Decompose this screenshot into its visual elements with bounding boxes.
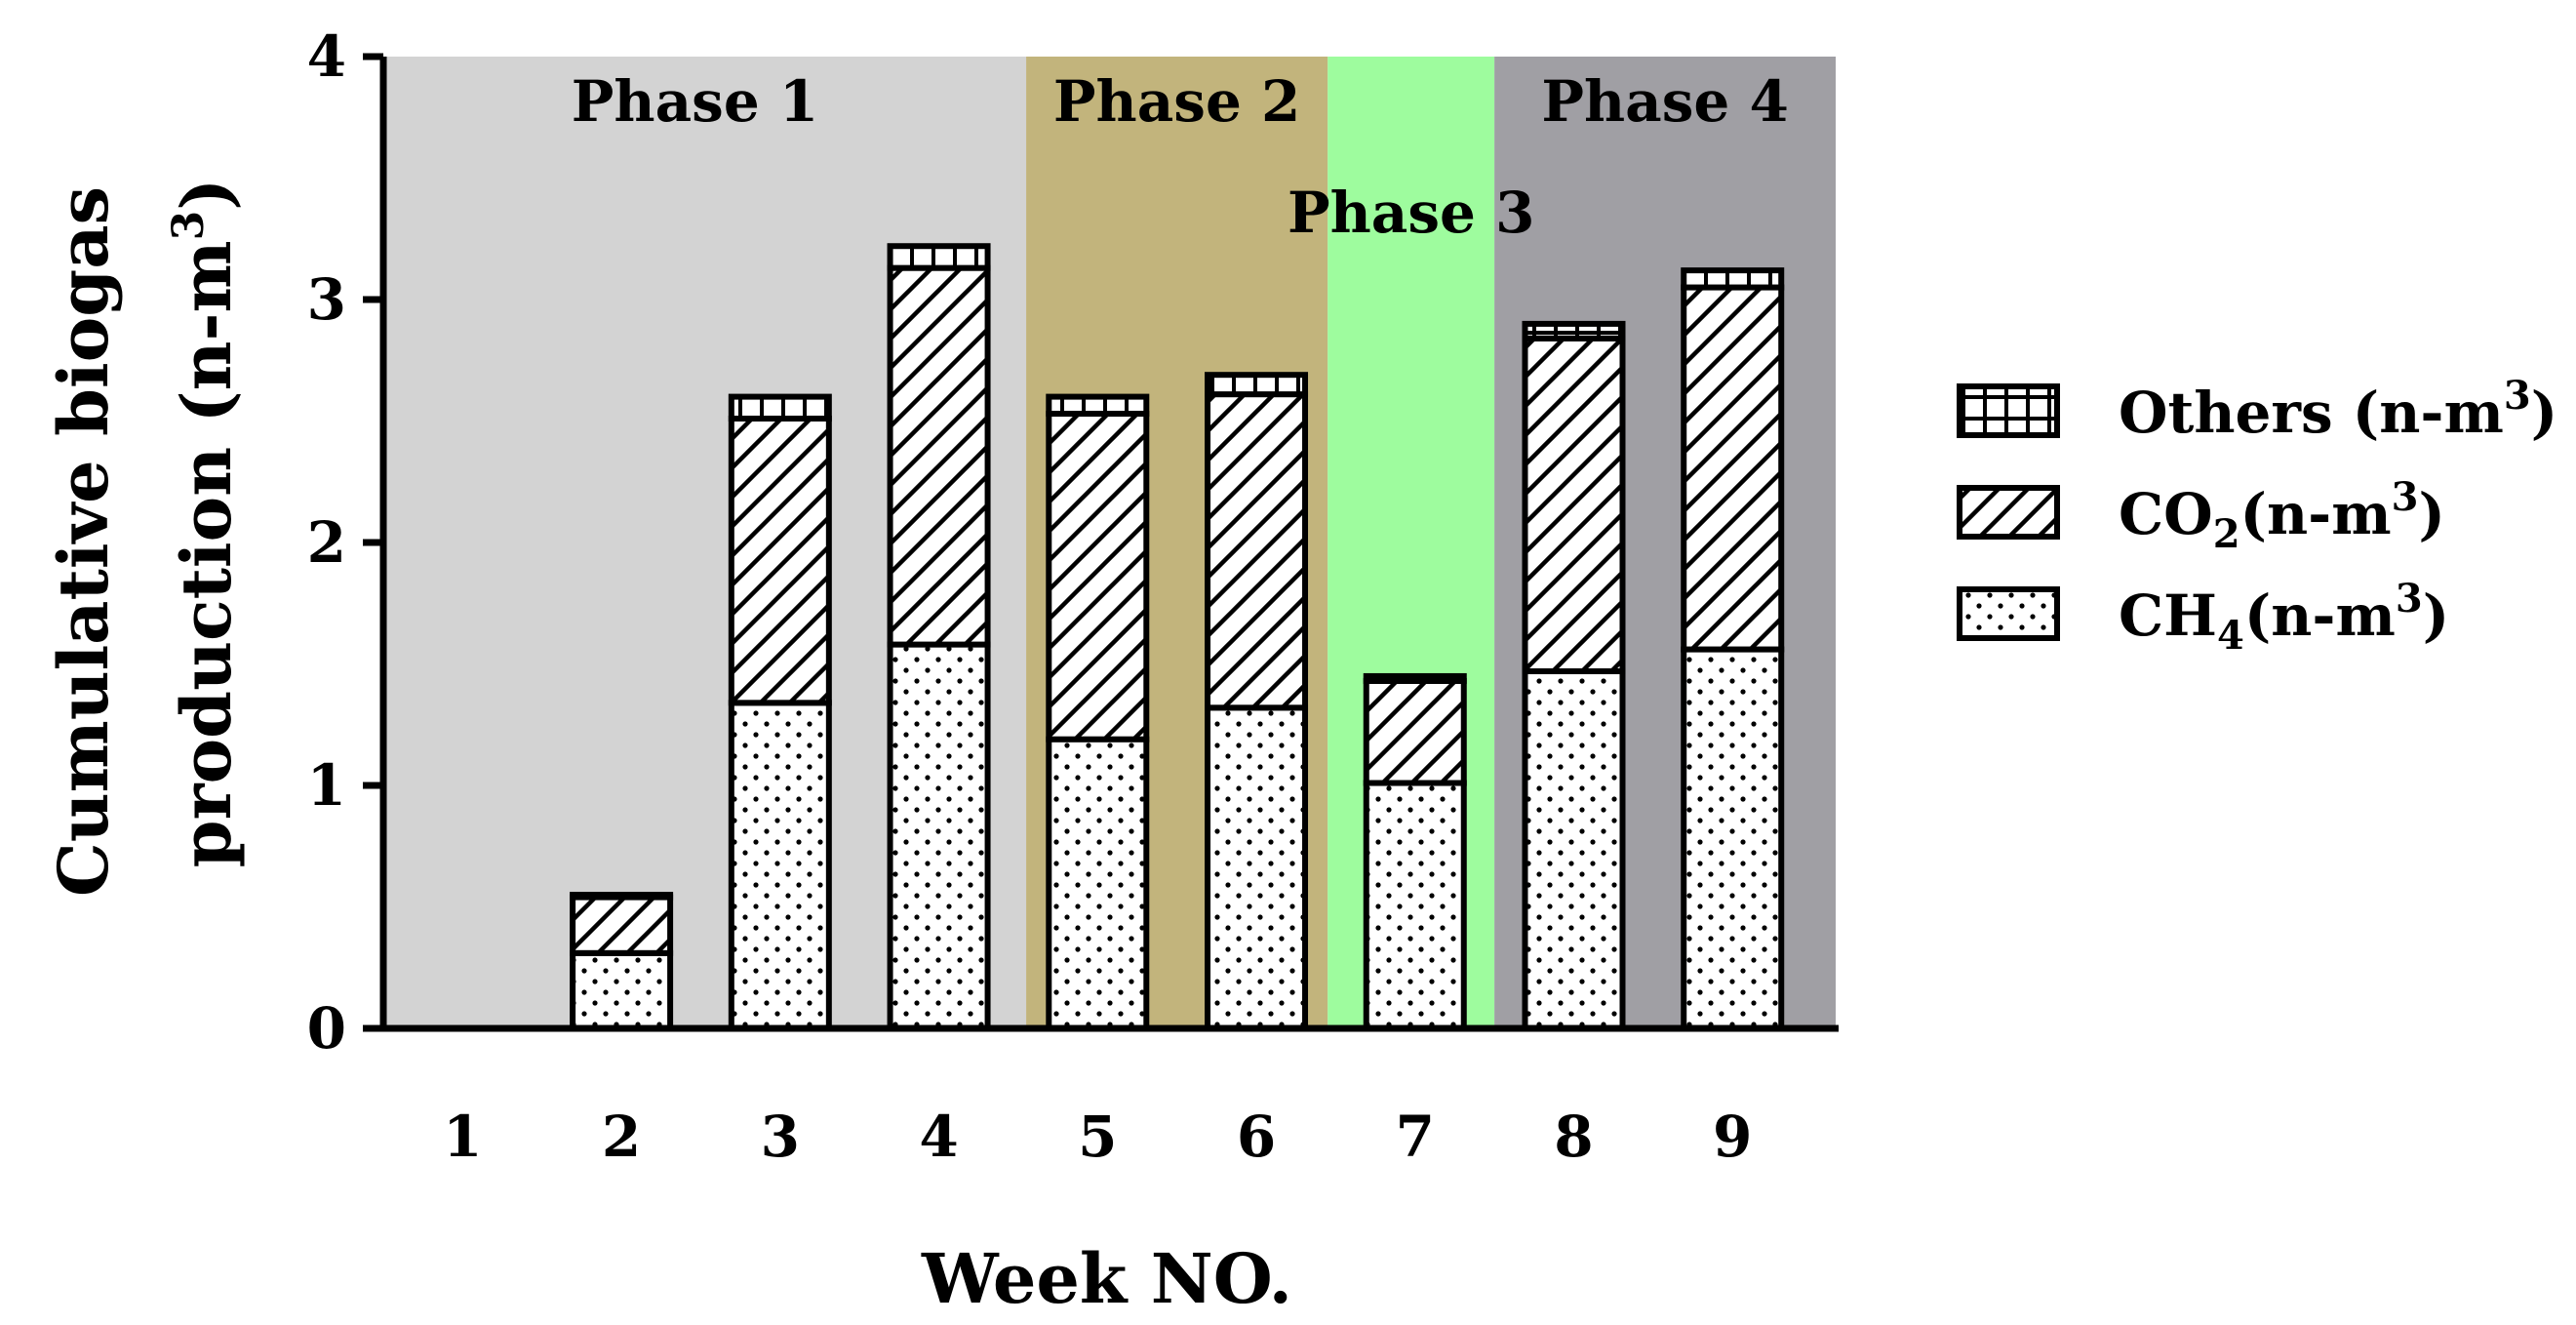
- legend-label-others: Others (n-m3): [2119, 373, 2557, 446]
- bar-co2-week-7: [1363, 677, 1467, 786]
- y-axis-title: Cumulative biogas production (n-m3): [43, 179, 247, 897]
- legend-label-ch4: CH4(n-m3): [2119, 576, 2449, 659]
- phase-label-2: Phase 2: [1053, 68, 1300, 135]
- phase-label-1: Phase 1: [572, 68, 818, 135]
- x-tick-label-3: 3: [761, 1104, 800, 1170]
- bar-co2-week-3: [728, 416, 832, 706]
- y-axis-title-line1: Cumulative biogas: [43, 186, 124, 897]
- bar-others-week-3: [728, 393, 832, 422]
- x-tick-label-6: 6: [1237, 1104, 1276, 1170]
- bar-co2-week-2: [570, 894, 674, 956]
- bar-ch4-week-6: [1205, 704, 1309, 1031]
- legend-label-co2: CO2(n-m3): [2119, 474, 2445, 557]
- bar-others-week-2: [570, 892, 674, 901]
- bar-co2-week-6: [1205, 391, 1309, 711]
- bar-ch4-week-3: [728, 700, 832, 1032]
- y-ticks: 0 1 2 3 4: [307, 23, 383, 1062]
- x-tick-label-4: 4: [919, 1104, 958, 1170]
- y-tick-label-2: 2: [307, 509, 346, 576]
- legend: Others (n-m3) CO2(n-m3) CH4(n-m3): [1957, 373, 2557, 659]
- bar-ch4-week-4: [887, 641, 991, 1032]
- bar-ch4-week-7: [1363, 780, 1467, 1032]
- x-ticks: 1 2 3 4 5 6 7 8 9: [443, 1104, 1752, 1170]
- bar-others-week-5: [1046, 393, 1150, 418]
- x-tick-label-7: 7: [1396, 1104, 1435, 1170]
- bar-ch4-week-2: [570, 949, 674, 1031]
- bar-others-week-8: [1522, 320, 1626, 341]
- x-tick-label-5: 5: [1078, 1104, 1117, 1170]
- legend-swatch-co2: [1957, 485, 2060, 540]
- bars: [570, 243, 1785, 1032]
- bar-co2-week-9: [1681, 284, 1785, 653]
- phase-label-3: Phase 3: [1288, 180, 1534, 246]
- x-tick-label-9: 9: [1713, 1104, 1752, 1170]
- bar-others-week-4: [887, 243, 991, 271]
- y-tick-label-0: 0: [307, 995, 346, 1062]
- bar-others-week-9: [1681, 267, 1785, 291]
- bar-co2-week-5: [1046, 411, 1150, 743]
- y-tick-label-4: 4: [307, 23, 346, 90]
- x-axis-title: Week NO.: [921, 1238, 1292, 1319]
- x-tick-label-8: 8: [1554, 1104, 1593, 1170]
- bar-others-week-6: [1205, 372, 1309, 398]
- phase-label-4: Phase 4: [1541, 68, 1788, 135]
- bar-co2-week-4: [887, 264, 991, 648]
- bar-ch4-week-5: [1046, 736, 1150, 1031]
- y-tick-label-1: 1: [307, 752, 346, 819]
- x-tick-label-1: 1: [443, 1104, 482, 1170]
- x-tick-label-2: 2: [602, 1104, 641, 1170]
- y-tick-label-3: 3: [307, 266, 346, 333]
- bar-ch4-week-8: [1522, 667, 1626, 1031]
- bar-others-week-7: [1363, 672, 1467, 684]
- legend-swatch-ch4: [1957, 586, 2060, 641]
- bar-ch4-week-9: [1681, 646, 1785, 1031]
- bar-co2-week-8: [1522, 335, 1626, 674]
- y-axis-title-line2: production (n-m3): [164, 179, 247, 868]
- legend-swatch-others: [1957, 383, 2060, 438]
